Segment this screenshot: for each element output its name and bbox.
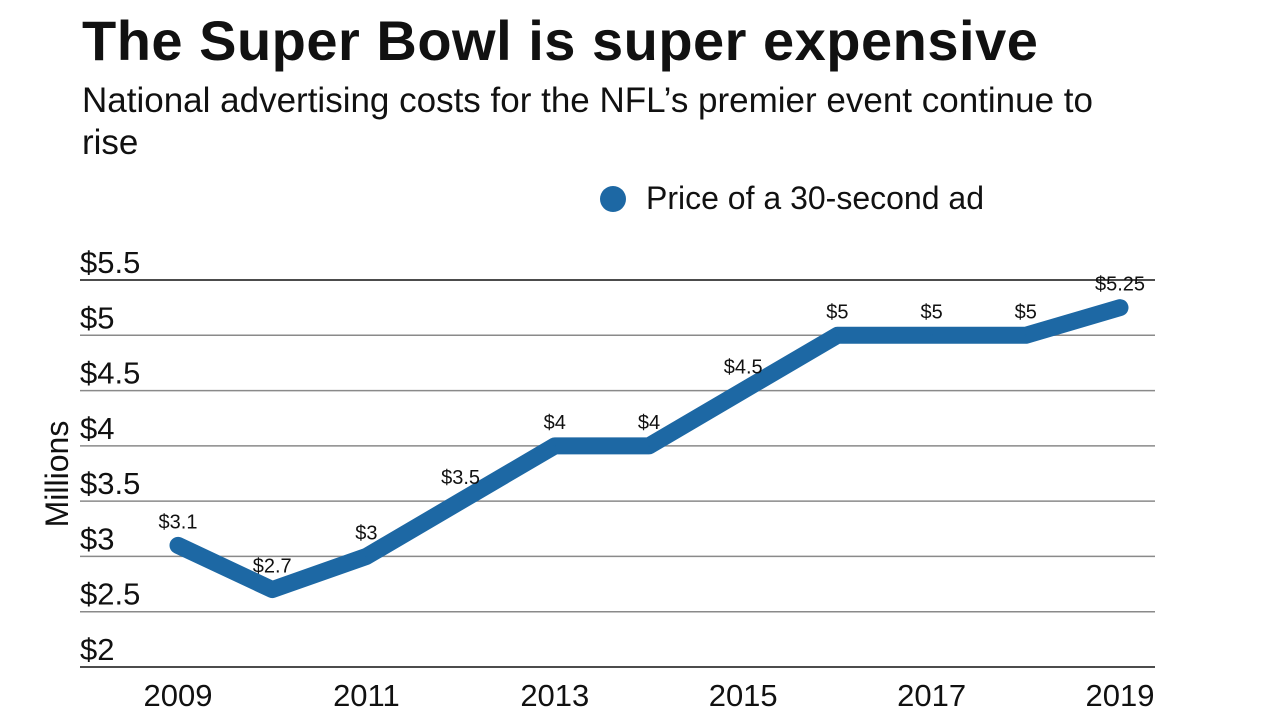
data-point — [1119, 306, 1121, 309]
legend-label: Price of a 30-second ad — [646, 180, 984, 216]
x-tick-label: 2013 — [520, 678, 589, 713]
x-tick-label: 2017 — [897, 678, 966, 713]
y-tick-label: $4 — [80, 411, 114, 446]
x-tick-label: 2015 — [709, 678, 778, 713]
data-label: $5 — [1015, 301, 1037, 323]
data-point — [271, 588, 274, 591]
data-point — [177, 544, 179, 547]
x-tick-label: 2011 — [333, 678, 400, 713]
y-tick-label: $3.5 — [80, 466, 140, 501]
y-tick-label: $5 — [80, 300, 114, 335]
series-line — [169, 299, 1129, 599]
data-label: $2.7 — [253, 556, 292, 578]
data-point — [836, 334, 839, 337]
data-label: $3.1 — [159, 511, 198, 533]
legend-marker-icon — [600, 185, 626, 212]
data-point — [365, 555, 368, 558]
chart-title: The Super Bowl is super expensive — [82, 9, 1039, 72]
data-label: $4 — [544, 412, 566, 434]
x-tick-label: 2009 — [144, 678, 213, 713]
x-tick-label: 2019 — [1086, 678, 1155, 713]
data-label: $5.25 — [1095, 274, 1145, 296]
legend: Price of a 30-second ad — [600, 180, 984, 217]
y-tick-label: $5.5 — [80, 245, 140, 280]
y-tick-label: $3 — [80, 521, 114, 556]
y-axis-label: Millions — [39, 421, 75, 528]
data-label: $5 — [826, 301, 848, 323]
y-tick-label: $2.5 — [80, 577, 140, 612]
chart-subtitle: National advertising costs for the NFL’s… — [82, 81, 1093, 162]
data-point — [648, 444, 650, 447]
data-label: $4.5 — [724, 357, 763, 379]
data-label: $4 — [638, 412, 660, 434]
data-label: $3.5 — [441, 467, 480, 489]
data-point — [742, 389, 745, 392]
y-tick-label: $2 — [80, 632, 114, 667]
data-label: $5 — [920, 301, 942, 323]
data-point — [930, 334, 933, 337]
data-point — [553, 444, 556, 447]
data-label: $3 — [355, 522, 377, 544]
data-point — [1024, 334, 1027, 337]
y-tick-label: $4.5 — [80, 356, 140, 391]
data-point — [459, 500, 462, 503]
